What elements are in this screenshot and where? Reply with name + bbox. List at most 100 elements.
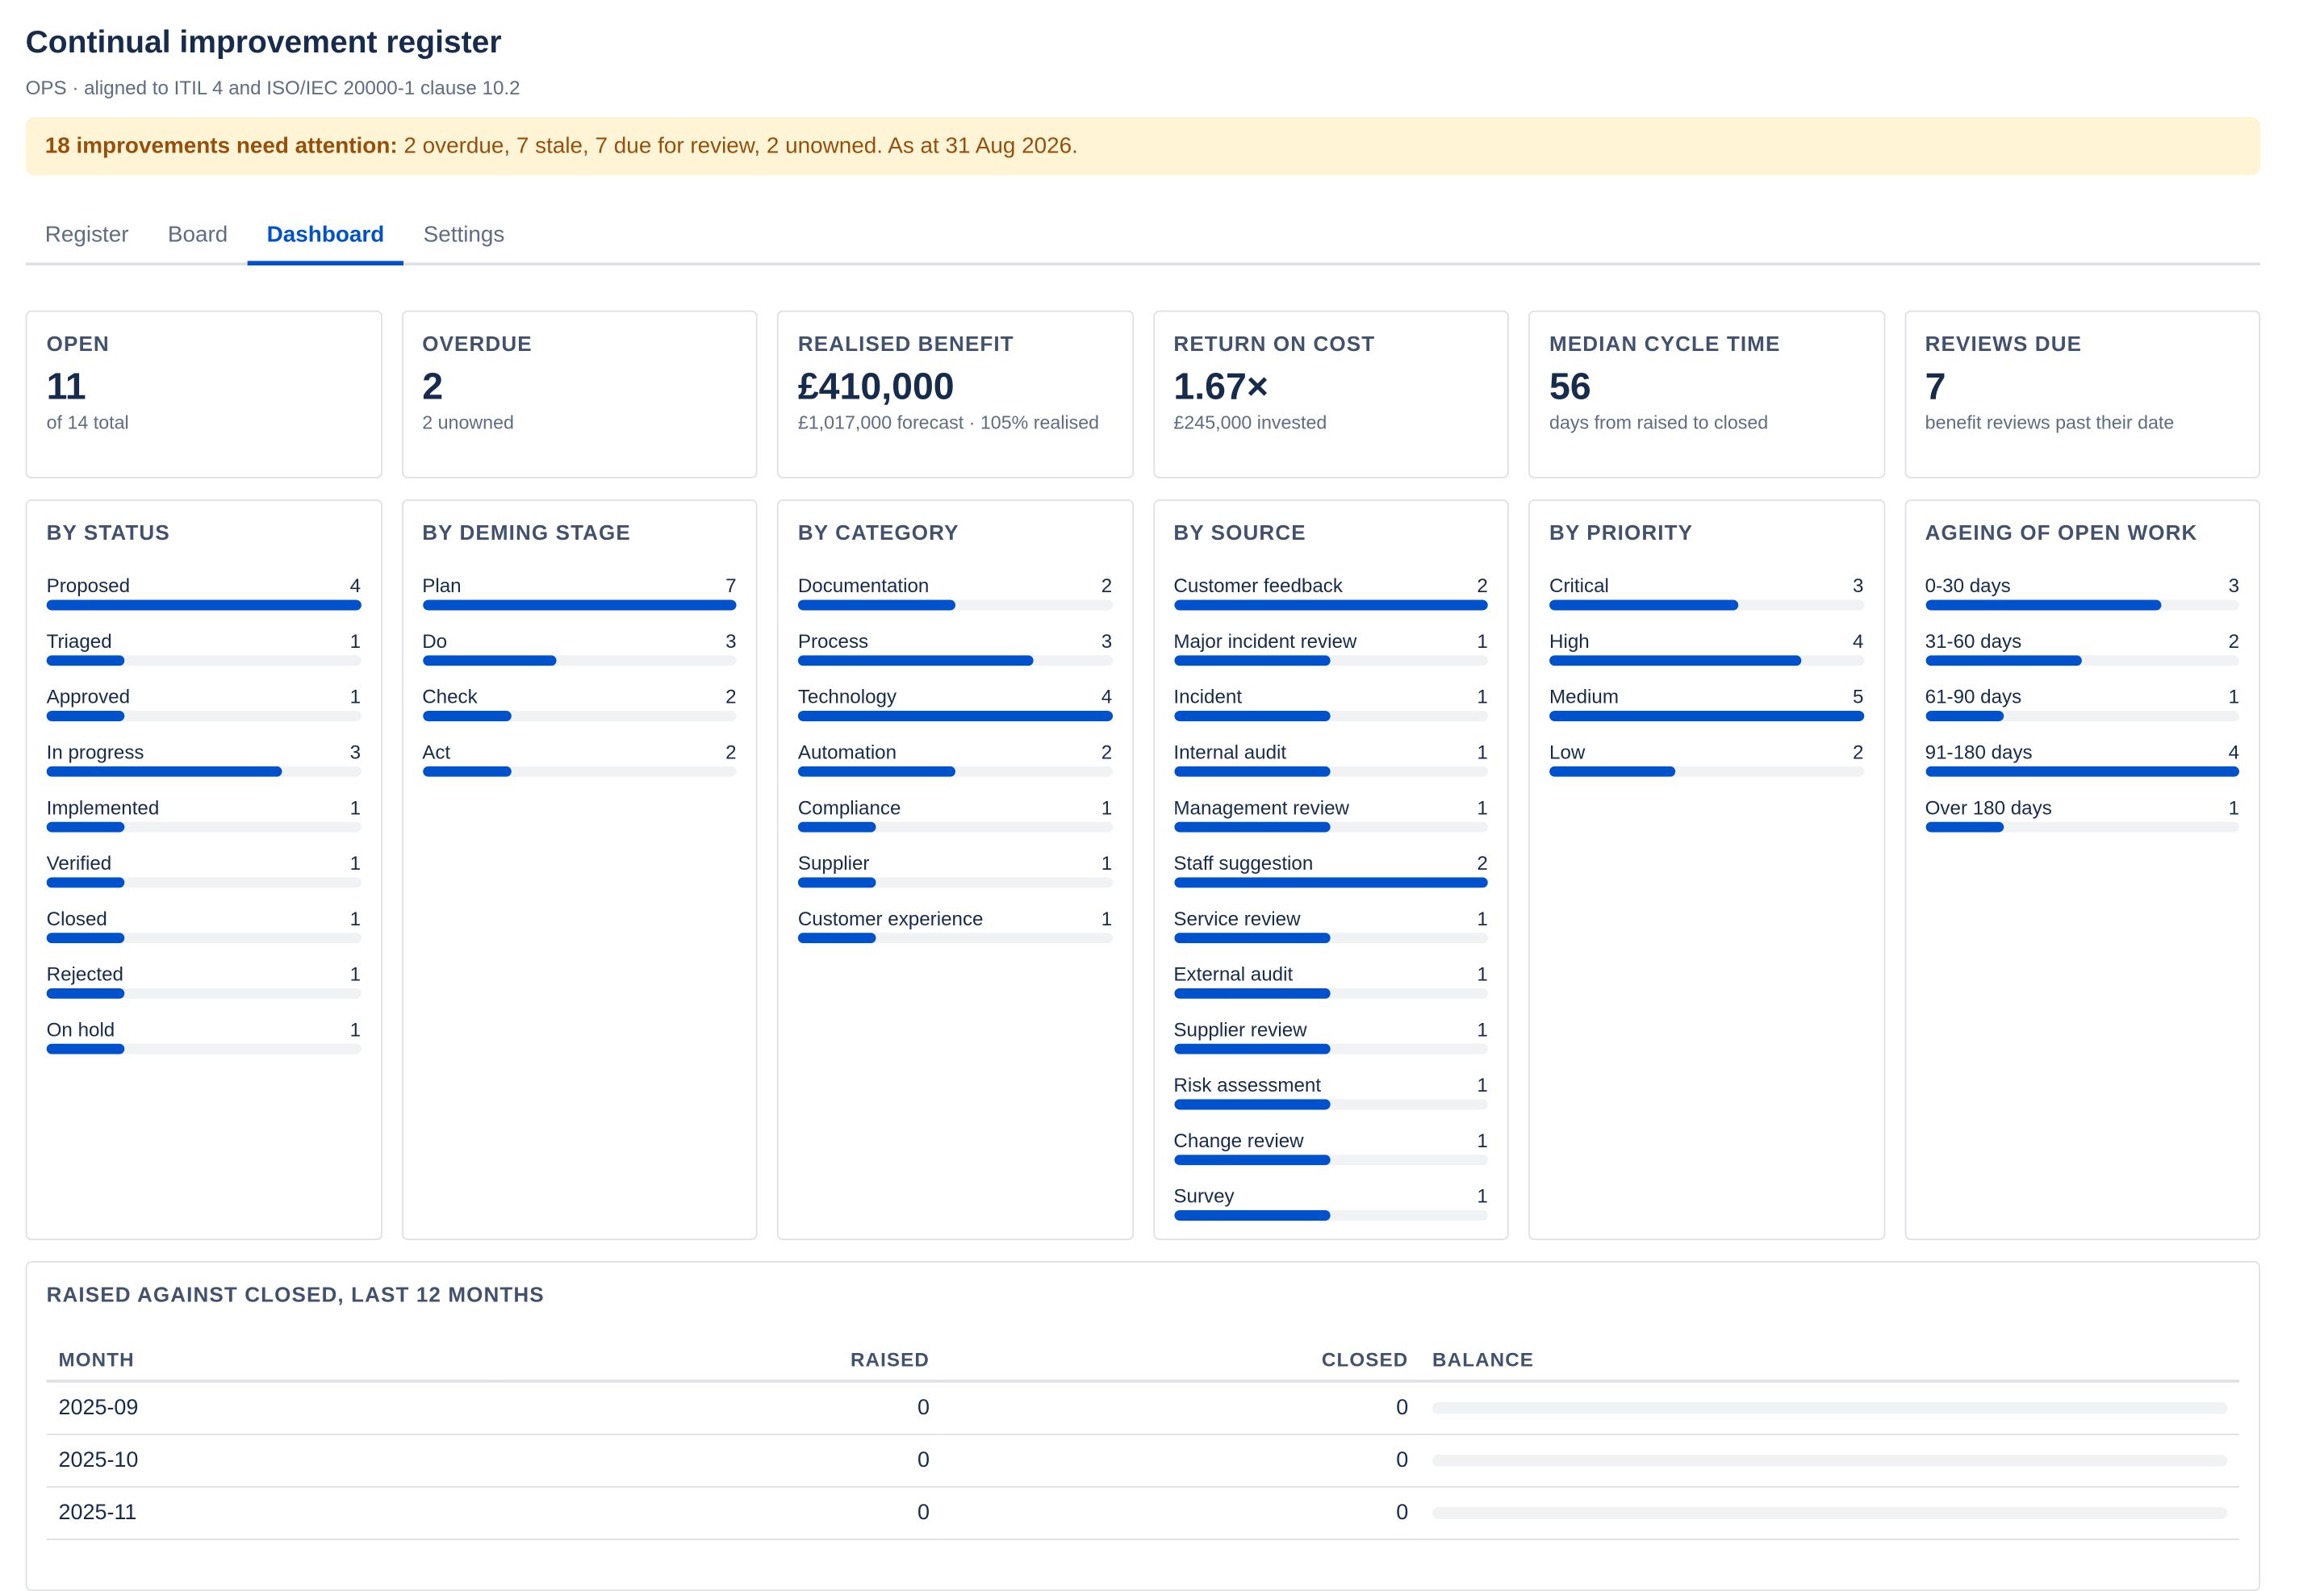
distribution-row-survey[interactable]: Survey 1: [1173, 1184, 1488, 1240]
distribution-card-by-source: BY SOURCE Customer feedback 2 Major inciden…: [1152, 499, 1509, 1241]
distribution-row-check[interactable]: Check 2: [422, 685, 737, 741]
distribution-count: 1: [349, 1018, 362, 1041]
distribution-count: 2: [725, 685, 737, 708]
distribution-count: 1: [1477, 1018, 1488, 1041]
distribution-count: 1: [349, 796, 362, 819]
distribution-bar-fill: [1549, 711, 1864, 722]
distribution-row-compliance[interactable]: Compliance 1: [797, 796, 1113, 852]
tab-register[interactable]: Register: [44, 222, 129, 248]
table-row: 2025-11 0 0: [46, 1486, 2240, 1540]
distribution-row-plan[interactable]: Plan 7: [422, 574, 737, 630]
distribution-row-supplier[interactable]: Supplier 1: [797, 852, 1113, 908]
distribution-count: 3: [2228, 574, 2240, 597]
distribution-row-documentation[interactable]: Documentation 2: [797, 574, 1113, 630]
kpi-value: 7: [1925, 365, 1946, 408]
attention-banner-strong: 18 improvements need attention:: [44, 133, 398, 160]
distribution-bar-track: [1925, 711, 2240, 722]
distribution-count: 1: [1477, 685, 1488, 708]
distribution-label: Approved: [46, 685, 131, 708]
distribution-label: Survey: [1173, 1184, 1235, 1208]
kpi-value: 2: [422, 365, 444, 408]
distribution-bar-fill: [46, 988, 125, 999]
tab-settings[interactable]: Settings: [423, 222, 505, 248]
distribution-bar-track: [46, 933, 362, 944]
distribution-row-internal-audit[interactable]: Internal audit 1: [1173, 741, 1488, 796]
distribution-bar-track: [1925, 766, 2240, 777]
kpi-label: OVERDUE: [422, 331, 533, 356]
kpi-value: £410,000: [797, 365, 955, 408]
distribution-bar-track: [1173, 1155, 1488, 1166]
distribution-bar-track: [1173, 1043, 1488, 1054]
kpi-label: RETURN ON COST: [1173, 331, 1376, 356]
distribution-count: 1: [1477, 1184, 1488, 1208]
distribution-card-by-priority: BY PRIORITY Critical 3 High 4 Medium 5 Low 2: [1528, 499, 1885, 1241]
kpi-row: OPEN 11 of 14 total OVERDUE 2 2 unowned …: [25, 310, 2261, 478]
distribution-row-risk-assessment[interactable]: Risk assessment 1: [1173, 1074, 1488, 1130]
tab-dashboard[interactable]: Dashboard: [247, 211, 404, 265]
column-header-raised: RAISED: [495, 1338, 942, 1383]
distribution-title: BY CATEGORY: [797, 520, 959, 545]
kpi-label: OPEN: [46, 331, 110, 356]
distribution-bar-track: [46, 599, 362, 611]
distribution-bar-fill: [46, 599, 362, 611]
distribution-row-do[interactable]: Do 3: [422, 630, 737, 686]
distribution-row-incident[interactable]: Incident 1: [1173, 685, 1488, 741]
distribution-row-medium[interactable]: Medium 5: [1549, 685, 1864, 741]
distribution-row-automation[interactable]: Automation 2: [797, 741, 1113, 796]
distribution-bar-track: [797, 655, 1113, 666]
distribution-row-customer-experience[interactable]: Customer experience 1: [797, 908, 1113, 963]
distribution-bar-fill: [1549, 599, 1738, 611]
distribution-row-31-60-days[interactable]: 31-60 days 2: [1925, 629, 2240, 686]
distribution-label: On hold: [46, 1018, 115, 1041]
distribution-row-act[interactable]: Act 2: [422, 741, 737, 796]
distribution-title: BY DEMING STAGE: [422, 520, 631, 545]
distribution-label: Process: [797, 629, 869, 653]
distribution-row-external-audit[interactable]: External audit 1: [1173, 963, 1488, 1018]
distribution-row-technology[interactable]: Technology 4: [797, 685, 1113, 741]
distribution-bar-track: [1173, 988, 1488, 999]
distribution-row-staff-suggestion[interactable]: Staff suggestion 2: [1173, 852, 1488, 908]
distribution-row-61-90-days[interactable]: 61-90 days 1: [1925, 685, 2240, 741]
distribution-row-supplier-review[interactable]: Supplier review 1: [1173, 1018, 1488, 1074]
distribution-row-rejected[interactable]: Rejected 1: [46, 963, 362, 1018]
distribution-row-high[interactable]: High 4: [1549, 630, 1864, 686]
cell-closed: 0: [941, 1434, 1421, 1488]
distribution-row-customer-feedback[interactable]: Customer feedback 2: [1173, 574, 1488, 630]
distribution-row-service-review[interactable]: Service review 1: [1173, 908, 1488, 963]
distribution-count: 5: [1852, 685, 1864, 708]
cell-closed: 0: [941, 1486, 1421, 1540]
distribution-row-in-progress[interactable]: In progress 3: [46, 741, 362, 796]
distribution-bar-track: [46, 821, 362, 833]
distribution-row-on-hold[interactable]: On hold 1: [46, 1018, 362, 1074]
distribution-label: Rejected: [46, 963, 123, 986]
distribution-count: 1: [349, 685, 362, 708]
distribution-bar-track: [1925, 821, 2240, 833]
distribution-bar-fill: [1173, 1155, 1331, 1166]
distribution-row-over-180-days[interactable]: Over 180 days 1: [1925, 796, 2240, 852]
distribution-row-management-review[interactable]: Management review 1: [1173, 796, 1488, 852]
distribution-bar-fill: [1549, 766, 1675, 777]
distribution-row-verified[interactable]: Verified 1: [46, 852, 362, 908]
tab-board[interactable]: Board: [167, 222, 228, 248]
distribution-bar-fill: [46, 877, 125, 888]
distribution-row-process[interactable]: Process 3: [797, 629, 1113, 686]
distribution-count: 3: [1101, 629, 1113, 653]
distribution-bar-track: [1549, 655, 1864, 666]
distribution-row-triaged[interactable]: Triaged 1: [46, 630, 362, 686]
distribution-bar-track: [1173, 821, 1488, 833]
distribution-label: Documentation: [797, 574, 930, 597]
distribution-label: 31-60 days: [1925, 629, 2022, 653]
distribution-row-major-incident-review[interactable]: Major incident review 1: [1173, 630, 1488, 686]
cell-balance: [1420, 1380, 2240, 1435]
distribution-row-proposed[interactable]: Proposed 4: [46, 574, 362, 630]
distribution-bar-fill: [46, 655, 125, 666]
distribution-count: 1: [1477, 741, 1488, 764]
distribution-row-implemented[interactable]: Implemented 1: [46, 796, 362, 852]
distribution-row-0-30-days[interactable]: 0-30 days 3: [1925, 574, 2240, 630]
distribution-row-closed[interactable]: Closed 1: [46, 908, 362, 963]
distribution-row-approved[interactable]: Approved 1: [46, 685, 362, 741]
distribution-row-low[interactable]: Low 2: [1549, 741, 1864, 796]
distribution-row-change-review[interactable]: Change review 1: [1173, 1130, 1488, 1185]
distribution-row-critical[interactable]: Critical 3: [1549, 574, 1864, 630]
distribution-row-91-180-days[interactable]: 91-180 days 4: [1925, 741, 2240, 796]
